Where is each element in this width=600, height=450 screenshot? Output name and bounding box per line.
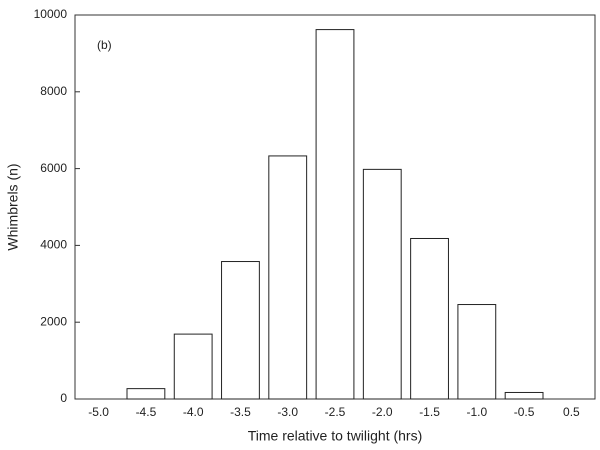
annotation: (b) xyxy=(97,38,112,52)
bar xyxy=(504,391,544,400)
x-tick-label: -2.5 xyxy=(325,405,346,419)
x-tick-label: -1.0 xyxy=(466,405,487,419)
bar xyxy=(173,333,213,400)
bar xyxy=(315,29,355,400)
x-tick-label: -0.5 xyxy=(514,405,535,419)
y-tick-label: 0 xyxy=(60,391,67,405)
y-tick-label: 4000 xyxy=(40,238,67,252)
x-axis-title: Time relative to twilight (hrs) xyxy=(248,428,423,444)
x-tick-label: 0.5 xyxy=(563,405,580,419)
bar xyxy=(126,388,166,400)
x-tick-label: -3.5 xyxy=(230,405,251,419)
bar xyxy=(268,155,308,400)
bar xyxy=(457,304,497,400)
y-tick-label: 2000 xyxy=(40,314,67,328)
bar xyxy=(410,237,449,400)
x-tick-label: -1.5 xyxy=(419,405,440,419)
x-tick-label: -3.0 xyxy=(277,405,298,419)
y-tick-label: 6000 xyxy=(40,161,67,175)
x-tick-label: -4.5 xyxy=(136,405,157,419)
bar xyxy=(221,261,260,400)
x-tick-label: -2.0 xyxy=(372,405,393,419)
x-tick-label: -4.0 xyxy=(183,405,204,419)
y-tick-label: 10000 xyxy=(34,7,68,21)
y-tick-label: 8000 xyxy=(40,84,67,98)
x-tick-label: -5.0 xyxy=(88,405,109,419)
bar xyxy=(362,168,402,400)
y-axis-title: Whimbrels (n) xyxy=(5,163,21,250)
